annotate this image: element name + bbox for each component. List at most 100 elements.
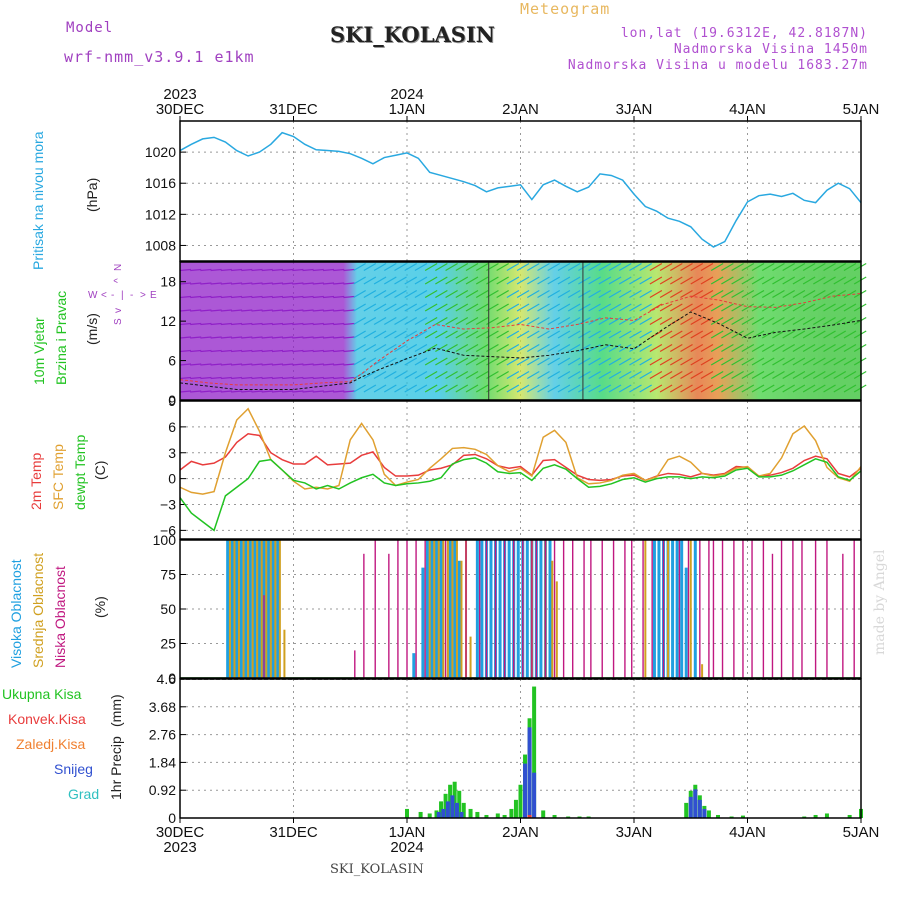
- wind-arrow: [363, 316, 377, 326]
- panel-frame: [179, 261, 862, 401]
- time-label-bottom: 5JAN: [843, 824, 880, 841]
- wind-arrow: [588, 303, 601, 312]
- wind-arrow: [547, 330, 561, 339]
- wind-arrow: [200, 390, 212, 393]
- precip-tick-label: 4.6: [157, 671, 177, 687]
- wind-arrow: [363, 303, 377, 312]
- wind-arrow: [322, 322, 335, 326]
- wind-arrow: [302, 268, 314, 272]
- wind-arrow: [241, 268, 253, 272]
- wind-arrow: [333, 363, 345, 366]
- wind-arrow: [649, 343, 663, 353]
- wind-arrow: [833, 384, 847, 393]
- wind-arrow: [537, 276, 550, 285]
- wind-arrow: [241, 322, 253, 326]
- precip-bar-rain_total: [502, 814, 507, 818]
- wind-arrow: [445, 316, 458, 326]
- wind-arrow: [751, 276, 765, 285]
- precip-bar-rain_total: [427, 813, 432, 818]
- year-label-top: 2023: [163, 86, 196, 103]
- wind-arrow: [629, 316, 642, 326]
- wind-arrow: [475, 276, 489, 285]
- wind-arrow: [231, 349, 243, 353]
- wind-arrow: [567, 343, 581, 353]
- wind-arrow: [445, 343, 458, 353]
- wind-arrow: [721, 384, 734, 393]
- wind-arrow: [506, 316, 520, 326]
- wind-arrow: [690, 370, 704, 380]
- wind-arrow: [833, 289, 847, 299]
- meteogram-title: Meteogram: [520, 0, 611, 18]
- wind-arrow: [261, 376, 273, 380]
- wind-arrow: [506, 330, 520, 339]
- precip-bar-snow: [688, 796, 693, 818]
- wind-arrow: [721, 370, 734, 380]
- wind-arrow: [557, 289, 571, 299]
- legend-total-rain: Ukupna Kisa: [2, 686, 82, 702]
- wind-arrow: [823, 357, 836, 366]
- wind-arrow: [659, 303, 673, 312]
- wind-arrow: [710, 316, 724, 326]
- wind-arrow: [813, 343, 826, 353]
- wind-arrow: [455, 330, 469, 339]
- wind-arrow: [261, 282, 273, 285]
- wind-arrow: [383, 330, 397, 339]
- wind-arrow: [394, 343, 407, 353]
- wind-arrow: [210, 336, 222, 339]
- time-label-top: 1JAN: [389, 101, 426, 118]
- wind-arrow: [333, 390, 345, 393]
- wind-arrow: [618, 289, 632, 299]
- wind-arrow: [475, 289, 489, 299]
- wind-arrow: [435, 262, 448, 272]
- wind-arrow: [271, 309, 283, 312]
- wind-arrow: [761, 303, 775, 312]
- wind-arrow: [496, 289, 509, 299]
- temp-line-sfc_temp: [179, 407, 862, 495]
- wind-arrow: [772, 384, 785, 393]
- wind-arrow: [404, 289, 418, 299]
- wind-arrow: [435, 384, 448, 393]
- precip-bar-rain_total: [684, 802, 689, 818]
- wind-arrow: [241, 349, 253, 353]
- precip-bar-rain_total: [448, 784, 453, 818]
- wind-arrow: [578, 276, 591, 285]
- wind-arrow: [516, 357, 530, 366]
- wind-arrow: [700, 262, 714, 272]
- wind-arrow: [567, 262, 581, 272]
- wind-arrow: [363, 343, 377, 353]
- wind-arrow: [292, 322, 304, 326]
- wind-arrow: [343, 309, 355, 312]
- wind-arrow: [639, 330, 652, 339]
- wind-arrow: [670, 384, 683, 393]
- time-label-top: 2JAN: [502, 101, 539, 118]
- wind-arrow: [343, 282, 355, 285]
- wind-tick-label: 6: [168, 353, 176, 369]
- precip-bar-rain_total: [706, 810, 711, 818]
- precip-bar-snow: [693, 789, 698, 818]
- wind-arrow: [772, 316, 785, 326]
- wind-arrow: [557, 316, 571, 326]
- wind-arrow: [302, 322, 314, 326]
- precip-bar-rain_total: [715, 814, 720, 818]
- wind-arrow: [618, 384, 632, 393]
- wind-arrow: [670, 357, 683, 366]
- panel-frame: [179, 120, 862, 262]
- wind-arrow: [292, 282, 304, 285]
- wind-arrow: [792, 384, 806, 393]
- wind-arrow: [833, 303, 847, 312]
- wind-arrow: [557, 370, 571, 380]
- wind-arrow: [424, 384, 438, 393]
- wind-arrow: [251, 309, 263, 312]
- wind-arrow: [680, 276, 693, 285]
- precip-tick-label: 3.68: [149, 699, 176, 715]
- year-label-bottom: 2023: [163, 839, 196, 856]
- wind-arrow: [700, 330, 714, 339]
- wind-arrow: [659, 262, 673, 272]
- wind-arrow: [792, 316, 806, 326]
- wind-arrow: [383, 384, 397, 393]
- wind-arrow: [639, 357, 652, 366]
- wind-arrow: [414, 384, 428, 393]
- wind-arrow: [761, 384, 775, 393]
- wind-arrow: [414, 262, 428, 272]
- wind-arrow: [721, 316, 734, 326]
